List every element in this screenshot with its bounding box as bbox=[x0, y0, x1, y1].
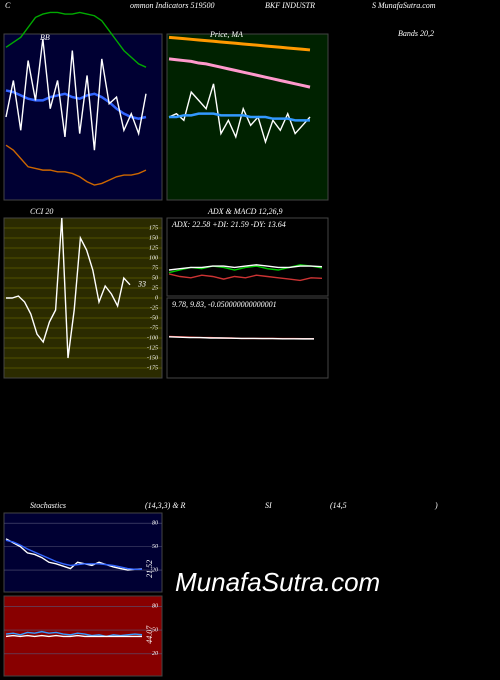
header-text: SI bbox=[265, 501, 272, 510]
panel-title: 9.78, 9.83, -0.050000000000001 bbox=[172, 300, 277, 309]
y-tick-label: 80 bbox=[152, 521, 158, 527]
series-line bbox=[168, 264, 323, 271]
y-tick-label: 50 bbox=[152, 275, 158, 281]
series-line bbox=[5, 11, 147, 68]
series-line bbox=[168, 57, 311, 89]
series-line bbox=[168, 273, 323, 282]
y-tick-label: 75 bbox=[152, 265, 158, 271]
panel-background bbox=[3, 33, 163, 201]
panel-title: Price, MA bbox=[209, 30, 243, 39]
value-label: 44.07 bbox=[145, 625, 154, 644]
series-line bbox=[168, 35, 311, 52]
series-line bbox=[168, 336, 314, 340]
header-text: (14,5 bbox=[330, 501, 347, 510]
series-line bbox=[5, 630, 143, 638]
series-line bbox=[5, 38, 147, 151]
y-tick-label: 50 bbox=[152, 627, 158, 633]
header-text: ommon Indicators 519500 bbox=[130, 1, 214, 10]
y-tick-label: -25 bbox=[150, 305, 158, 311]
y-tick-label: 50 bbox=[152, 544, 158, 550]
panel-title: BB bbox=[40, 33, 50, 42]
watermark: MunafaSutra.com bbox=[175, 567, 380, 597]
series-line bbox=[5, 539, 142, 571]
panel-heading: ADX & MACD 12,26,9 bbox=[207, 207, 282, 216]
header-text: C bbox=[5, 1, 11, 10]
y-tick-label: 20 bbox=[152, 651, 158, 657]
y-tick-label: -150 bbox=[147, 355, 158, 361]
panel-background bbox=[3, 512, 163, 593]
y-tick-label: 80 bbox=[152, 604, 158, 610]
y-tick-label: 125 bbox=[149, 245, 158, 251]
y-tick-label: 0 bbox=[155, 295, 158, 301]
series-line bbox=[6, 217, 131, 359]
header-text: S MunafaSutra.com bbox=[372, 1, 436, 10]
value-label: 33 bbox=[137, 280, 146, 289]
y-tick-label: 100 bbox=[149, 255, 158, 261]
value-label: 21.52 bbox=[145, 560, 154, 578]
header-text: Stochastics bbox=[30, 501, 66, 510]
series-line bbox=[168, 83, 311, 145]
y-tick-label: -125 bbox=[147, 345, 158, 351]
series-line bbox=[5, 144, 147, 186]
y-tick-label: -75 bbox=[150, 325, 158, 331]
series-line bbox=[169, 112, 310, 122]
y-tick-label: -175 bbox=[147, 365, 158, 371]
series-line bbox=[5, 634, 142, 638]
y-tick-label: 20 bbox=[152, 567, 158, 573]
header-text: ) bbox=[434, 501, 438, 510]
panel-background bbox=[166, 217, 329, 297]
panel-title: CCI 20 bbox=[30, 207, 53, 216]
y-tick-label: 25 bbox=[152, 285, 158, 291]
y-tick-label: 150 bbox=[149, 235, 158, 241]
header-text: Bands 20,2 bbox=[398, 29, 434, 38]
y-tick-label: -100 bbox=[147, 335, 158, 341]
header-text: (14,3,3) & R bbox=[145, 501, 186, 510]
y-tick-label: 175 bbox=[149, 225, 158, 231]
header-text: BKF INDUSTR bbox=[265, 1, 315, 10]
y-tick-label: -50 bbox=[150, 315, 158, 321]
panel-title: ADX: 22.58 +DI: 21.59 -DY: 13.64 bbox=[171, 220, 286, 229]
